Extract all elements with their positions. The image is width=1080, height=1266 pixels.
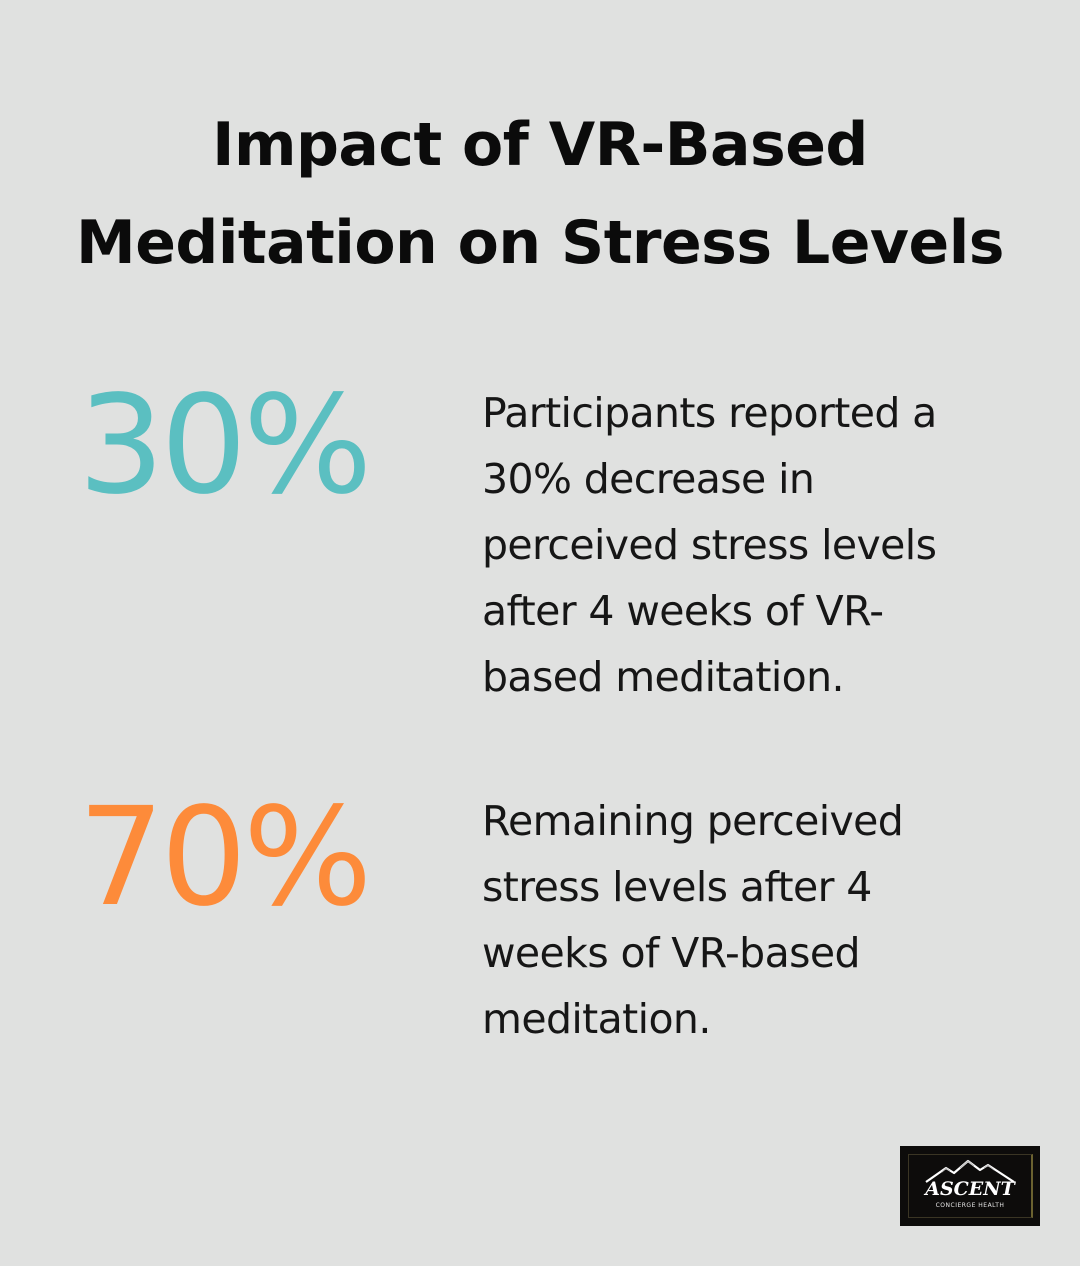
title-line-2: Meditation on Stress Levels — [76, 208, 1004, 278]
stat-value: 30% — [78, 367, 372, 525]
mountain-icon — [925, 1159, 1015, 1183]
stat-description-line: after 4 weeks of VR- — [482, 587, 884, 635]
brand-logo: ASCENT CONCIERGE HEALTH — [900, 1146, 1040, 1226]
stat-description-line: perceived stress levels — [482, 521, 937, 569]
stat-description-line: weeks of VR-based — [482, 929, 861, 977]
stat-description-line: meditation. — [482, 995, 711, 1043]
stat-description: Participants reported a 30% decrease in … — [482, 380, 1002, 710]
stat-description-line: Remaining perceived — [482, 797, 904, 845]
stat-description-line: stress levels after 4 — [482, 863, 872, 911]
page-title: Impact of VR-Based Meditation on Stress … — [0, 96, 1080, 292]
stat-value: 70% — [78, 779, 372, 937]
logo-frame — [908, 1154, 1033, 1218]
stat-description-line: based meditation. — [482, 653, 845, 701]
logo-name: ASCENT — [925, 1178, 1015, 1200]
stat-description-line: 30% decrease in — [482, 455, 815, 503]
title-line-1: Impact of VR-Based — [212, 110, 868, 180]
logo-tagline: CONCIERGE HEALTH — [935, 1202, 1005, 1209]
stat-description-line: Participants reported a — [482, 389, 937, 437]
stat-description: Remaining perceived stress levels after … — [482, 788, 1002, 1052]
